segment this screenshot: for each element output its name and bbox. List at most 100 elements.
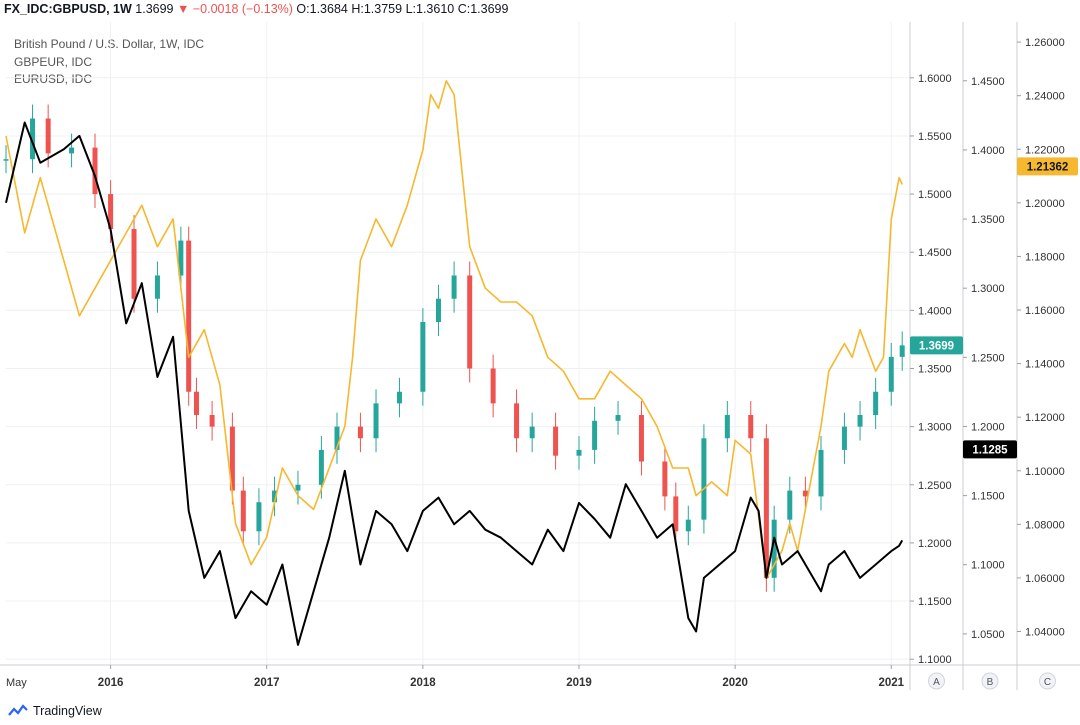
y-tick-label: 1.10000: [1025, 466, 1065, 478]
y-tick-label: 1.14000: [1025, 359, 1065, 371]
y-tick-label: 1.3000: [918, 422, 952, 434]
candle-body: [857, 415, 863, 427]
candle-body: [899, 345, 905, 357]
x-tick-label: 2021: [878, 677, 904, 689]
high-value: H:1.3759: [351, 2, 403, 16]
symbol-label[interactable]: FX_IDC:GBPUSD, 1W: [4, 2, 132, 16]
candle-body: [30, 118, 36, 160]
y-tick-label: 1.12000: [1025, 412, 1065, 424]
x-tick-label: 2016: [98, 677, 124, 689]
y-tick-label: 1.4000: [971, 145, 1005, 157]
candle-body: [435, 298, 441, 322]
candle-body: [701, 438, 707, 520]
axis-letter-label: C: [1044, 677, 1051, 688]
y-tick-label: 1.4000: [918, 305, 952, 317]
candle-body: [108, 194, 114, 229]
eurusd-last-label: 1.1285: [972, 444, 1008, 456]
candle-body: [802, 490, 808, 497]
candle-body: [154, 275, 160, 299]
y-tick-label: 1.22000: [1025, 144, 1065, 156]
candle-body: [396, 391, 402, 404]
y-tick-label: 1.3000: [971, 283, 1005, 295]
legend-gbpeur[interactable]: GBPEUR, IDC: [14, 55, 93, 69]
candle-body: [3, 159, 9, 161]
y-tick-label: 1.5000: [918, 189, 952, 201]
y-tick-label: 1.2500: [918, 480, 952, 492]
candle-body: [685, 519, 691, 532]
candle-body: [553, 426, 559, 456]
y-tick-label: 1.1000: [971, 560, 1005, 572]
candle-body: [467, 275, 473, 369]
candle-body: [357, 426, 363, 439]
gbpeur-last-label-bg: [1017, 157, 1078, 176]
candle-body: [69, 147, 75, 154]
tradingview-logo[interactable]: TradingView: [8, 704, 102, 718]
close-value: C:1.3699: [457, 2, 509, 16]
axis-badge: [928, 672, 945, 690]
candle-body: [334, 426, 340, 450]
candle-body: [818, 449, 824, 497]
candle-body: [131, 228, 137, 299]
candle-body: [888, 356, 894, 392]
axis-letter-label: A: [933, 677, 940, 688]
candle-body: [490, 368, 496, 404]
candle-body: [724, 415, 730, 439]
candle-body: [529, 426, 535, 439]
y-tick-label: 1.2000: [918, 538, 952, 550]
y-tick-label: 1.08000: [1025, 519, 1065, 531]
candle-body: [873, 391, 879, 416]
candle-body: [841, 426, 847, 450]
candle-body: [763, 438, 769, 578]
candle-body: [771, 519, 777, 578]
last-price: 1.3699: [135, 2, 174, 16]
candle-body: [186, 240, 192, 392]
candle-body: [229, 426, 235, 491]
gbpeur-last-label: 1.21362: [1027, 161, 1069, 173]
candle-body: [592, 420, 598, 450]
gbpusd-candles: [3, 104, 905, 592]
price-change: −0.0018 (−0.13%): [192, 2, 293, 16]
y-tick-label: 1.20000: [1025, 198, 1065, 210]
y-tick-label: 1.1000: [918, 654, 952, 666]
x-tick-label: 2018: [410, 677, 436, 689]
tradingview-logo-icon: [8, 704, 28, 716]
y-tick-label: 1.16000: [1025, 305, 1065, 317]
candle-body: [45, 118, 51, 154]
y-tick-label: 1.1500: [971, 491, 1005, 503]
y-tick-label: 1.18000: [1025, 251, 1065, 263]
x-start-label: May: [6, 677, 27, 689]
y-tick-label: 1.24000: [1025, 91, 1065, 103]
candle-body: [673, 496, 679, 532]
candle-body: [748, 415, 754, 439]
legend-eurusd[interactable]: EURUSD, IDC: [14, 72, 93, 86]
gbpusd-last-label-bg: [910, 336, 963, 355]
eurusd-line: [5, 121, 904, 646]
candle-body: [662, 461, 668, 497]
y-tick-label: 1.1500: [918, 596, 952, 608]
low-value: L:1.3610: [405, 2, 455, 16]
x-tick-label: 2020: [722, 677, 748, 689]
candle-body: [92, 147, 98, 195]
y-tick-label: 1.06000: [1025, 573, 1065, 585]
chart-header: FX_IDC:GBPUSD, 1W 1.3699 ▼ −0.0018 (−0.1…: [4, 2, 508, 16]
candle-body: [193, 391, 199, 416]
candle-body: [256, 502, 262, 532]
candle-body: [178, 240, 184, 276]
candle-body: [318, 449, 324, 485]
candle-body: [420, 321, 426, 392]
y-tick-label: 1.2500: [971, 352, 1005, 364]
tradingview-logo-text: TradingView: [33, 704, 102, 718]
open-value: O:1.3684: [296, 2, 348, 16]
y-tick-label: 1.4500: [971, 76, 1005, 88]
candle-body: [787, 490, 793, 520]
legend-gbpusd[interactable]: British Pound / U.S. Dollar, 1W, IDC: [14, 37, 205, 51]
candle-body: [373, 403, 379, 439]
candle-body: [295, 484, 301, 491]
y-tick-label: 1.0500: [971, 629, 1005, 641]
x-tick-label: 2017: [254, 677, 280, 689]
y-tick-label: 1.3500: [918, 363, 952, 375]
x-tick-label: 2019: [566, 677, 592, 689]
y-tick-label: 1.6000: [918, 73, 952, 85]
